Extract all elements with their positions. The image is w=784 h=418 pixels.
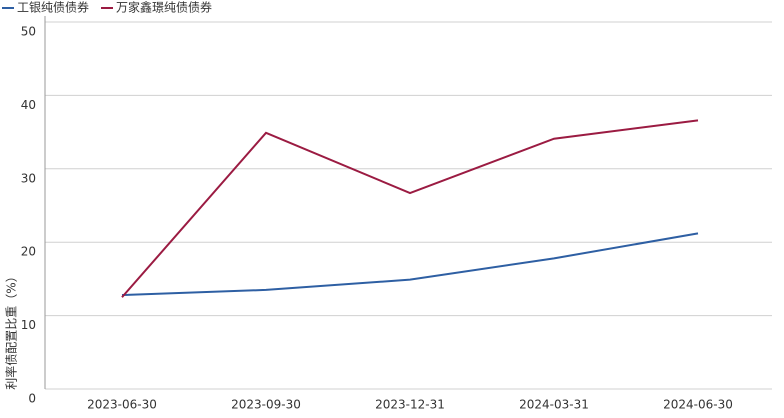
series-line [121,232,699,297]
x-tick-label: 2023-06-30 [87,398,157,412]
y-tick-label: 30 [21,171,36,185]
series-line [121,119,699,298]
x-tick-label: 2024-06-30 [663,398,733,412]
y-tick-label: 0 [28,392,36,406]
legend-label: 工银纯债债券 [17,0,89,15]
x-tick-label: 2023-12-31 [375,398,445,412]
y-tick-label: 50 [21,25,36,39]
y-tick-label: 20 [21,245,36,259]
y-tick-label: 40 [21,98,36,112]
x-tick-label: 2024-03-31 [519,398,589,412]
legend-label: 万家鑫璟纯债债券 [116,0,212,15]
y-axis-label: 利率债配置比重（%） [4,270,19,389]
x-tick-label: 2023-09-30 [231,398,301,412]
y-tick-label: 10 [21,318,36,332]
